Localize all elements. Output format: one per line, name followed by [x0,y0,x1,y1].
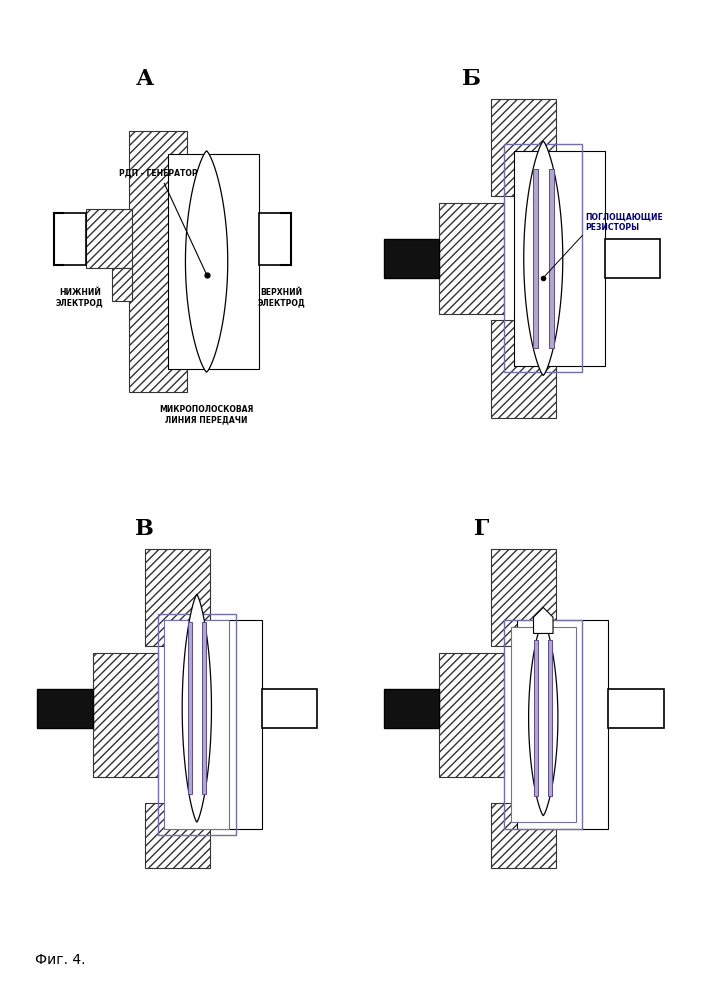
Bar [37,689,93,728]
Bar [605,239,660,278]
Bar [171,620,262,829]
Polygon shape [529,620,558,816]
Bar [201,622,206,794]
Polygon shape [534,607,553,633]
Bar [145,549,210,646]
Bar [164,620,229,829]
Polygon shape [182,594,211,822]
Bar [384,239,439,278]
Bar [608,689,664,728]
Bar [168,154,259,369]
Bar [439,203,504,314]
Text: Б: Б [462,68,481,90]
Bar [504,620,583,829]
Text: Г: Г [474,518,489,540]
Bar [86,209,132,268]
Bar [491,320,556,418]
Text: А: А [136,68,154,90]
Polygon shape [524,141,563,375]
Bar [491,803,556,868]
Bar [518,620,608,829]
Text: РДП - ГЕНЕРАТОР: РДП - ГЕНЕРАТОР [119,168,197,177]
Bar [548,640,552,796]
Bar [188,622,192,794]
Bar [54,213,86,265]
Bar [532,169,537,348]
Bar [259,213,291,265]
Bar [491,99,556,196]
Bar [112,268,132,301]
Bar [504,144,583,372]
Polygon shape [185,151,228,372]
Bar [439,653,504,777]
Bar [129,131,187,392]
Text: ВЕРХНИЙ
ЭЛЕКТРОД: ВЕРХНИЙ ЭЛЕКТРОД [257,288,305,307]
Bar [93,653,158,777]
Bar [534,640,539,796]
Bar [549,169,554,348]
Text: НИЖНИЙ
ЭЛЕКТРОД: НИЖНИЙ ЭЛЕКТРОД [56,288,104,307]
Text: ПОГЛОЩАЮЩИЕ
РЕЗИСТОРЫ: ПОГЛОЩАЮЩИЕ РЕЗИСТОРЫ [585,213,663,232]
Text: Фиг. 4.: Фиг. 4. [35,953,86,967]
Bar [514,151,605,366]
Bar [145,803,210,868]
Bar [384,689,439,728]
Text: В: В [135,518,154,540]
Bar [510,627,575,822]
Bar [158,614,236,835]
Bar [262,689,317,728]
Bar [491,549,556,646]
Text: МИКРОПОЛОСКОВАЯ
ЛИНИЯ ПЕРЕДАЧИ: МИКРОПОЛОСКОВАЯ ЛИНИЯ ПЕРЕДАЧИ [159,405,254,424]
